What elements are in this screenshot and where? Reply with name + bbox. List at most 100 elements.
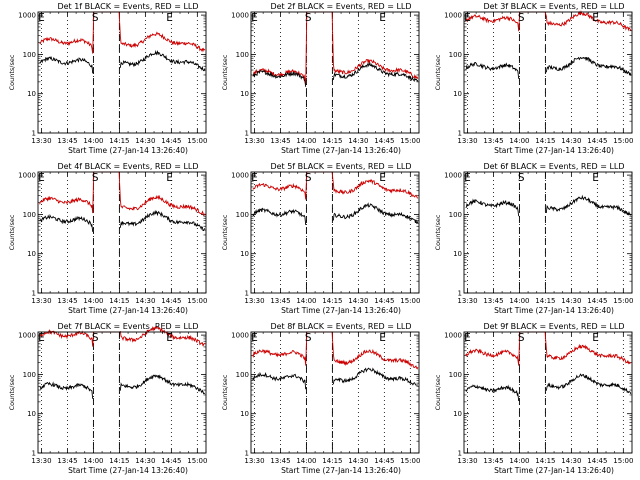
y-axis-label: Counts/sec (221, 54, 229, 90)
y-tick-label: 1 (458, 130, 462, 138)
x-tick-label: 14:30 (348, 137, 368, 145)
panel-det-4f: Det 4f BLACK = Events, RED = LLD 1 10 100 10… (8, 162, 207, 315)
x-tick-label: 14:00 (83, 457, 103, 465)
x-axis-label: Start Time (27-Jan-14 13:26:40) (68, 466, 188, 475)
y-tick-label: 1000 (231, 332, 249, 340)
y-tick-label: 1000 (231, 12, 249, 20)
panel-title: Det 4f BLACK = Events, RED = LLD (57, 162, 198, 171)
events-series-line (465, 56, 632, 79)
panel-det-5f: Det 5f BLACK = Events, RED = LLD 1 10 100 10… (221, 162, 420, 315)
end-marker: E (379, 332, 386, 344)
y-axis-label: Counts/sec (8, 54, 16, 90)
panel-title: Det 5f BLACK = Events, RED = LLD (270, 162, 411, 171)
x-tick-label: 13:45 (483, 457, 503, 465)
y-tick-label: 100 (236, 211, 249, 219)
x-axis-label: Start Time (27-Jan-14 13:26:40) (494, 306, 614, 315)
y-tick-label: 10 (27, 410, 36, 418)
end-marker: E (251, 172, 258, 184)
x-tick-label: 14:30 (135, 297, 155, 305)
x-axis-label: Start Time (27-Jan-14 13:26:40) (281, 146, 401, 155)
events-series-line (39, 374, 206, 399)
y-axis-label: Counts/sec (434, 214, 442, 250)
y-tick-label: 100 (23, 51, 36, 59)
y-tick-label: 100 (23, 371, 36, 379)
x-tick-label: 13:30 (31, 137, 51, 145)
x-tick-label: 14:00 (83, 137, 103, 145)
end-marker: E (166, 332, 173, 344)
x-tick-label: 14:00 (296, 137, 316, 145)
panel-title: Det 6f BLACK = Events, RED = LLD (483, 162, 624, 171)
x-tick-label: 14:30 (348, 297, 368, 305)
x-tick-label: 14:00 (509, 457, 529, 465)
x-tick-label: 15:00 (400, 137, 420, 145)
x-tick-label: 13:30 (457, 137, 477, 145)
panel-title: Det 2f BLACK = Events, RED = LLD (270, 2, 411, 11)
y-tick-label: 100 (449, 371, 462, 379)
lld-series-line (252, 11, 419, 85)
x-tick-label: 13:45 (57, 457, 77, 465)
x-tick-label: 15:00 (613, 297, 633, 305)
end-marker: E (38, 332, 45, 344)
x-tick-label: 15:00 (400, 297, 420, 305)
events-series-line (252, 202, 419, 225)
y-tick-label: 100 (23, 211, 36, 219)
x-tick-label: 14:45 (161, 457, 181, 465)
y-tick-label: 1000 (231, 172, 249, 180)
events-series-line (465, 373, 632, 402)
lld-series-line (465, 331, 632, 366)
plot-frame (250, 171, 420, 294)
events-series-line (39, 209, 206, 232)
x-tick-label: 15:00 (613, 137, 633, 145)
end-marker: E (166, 12, 173, 24)
x-tick-label: 15:00 (187, 297, 207, 305)
y-tick-label: 1 (32, 130, 36, 138)
start-marker: S (518, 172, 525, 184)
end-marker: E (379, 12, 386, 24)
x-tick-label: 14:45 (374, 297, 394, 305)
x-tick-label: 13:45 (270, 137, 290, 145)
plot-frame (463, 171, 633, 294)
y-axis-label: Counts/sec (8, 214, 16, 250)
x-tick-label: 14:00 (83, 297, 103, 305)
x-tick-label: 13:45 (270, 297, 290, 305)
x-tick-label: 13:30 (244, 137, 264, 145)
start-marker: S (305, 172, 312, 184)
plot-frame (37, 331, 207, 454)
y-axis-label: Counts/sec (8, 374, 16, 410)
x-tick-label: 14:30 (561, 137, 581, 145)
x-tick-label: 14:00 (509, 297, 529, 305)
x-tick-label: 14:45 (161, 137, 181, 145)
x-tick-label: 14:30 (348, 457, 368, 465)
panel-title: Det 7f BLACK = Events, RED = LLD (57, 322, 198, 331)
y-tick-label: 100 (236, 371, 249, 379)
end-marker: E (38, 172, 45, 184)
y-tick-label: 10 (453, 250, 462, 258)
y-tick-label: 100 (236, 51, 249, 59)
panel-title: Det 3f BLACK = Events, RED = LLD (483, 2, 624, 11)
end-marker: E (379, 172, 386, 184)
x-tick-label: 13:45 (483, 137, 503, 145)
x-tick-label: 15:00 (187, 457, 207, 465)
x-tick-label: 13:30 (457, 457, 477, 465)
x-tick-label: 14:15 (109, 297, 129, 305)
start-marker: S (305, 12, 312, 24)
end-marker: E (592, 172, 599, 184)
end-marker: E (464, 12, 471, 24)
y-axis-label: Counts/sec (434, 54, 442, 90)
x-axis-label: Start Time (27-Jan-14 13:26:40) (494, 146, 614, 155)
y-tick-label: 1 (32, 450, 36, 458)
y-tick-label: 1 (32, 290, 36, 298)
events-series-line (465, 194, 632, 217)
panel-det-6f: Det 6f BLACK = Events, RED = LLD 1 10 100 10… (434, 162, 633, 315)
lld-series-line (39, 325, 206, 347)
end-marker: E (592, 332, 599, 344)
x-tick-label: 14:45 (587, 297, 607, 305)
x-tick-label: 14:00 (296, 297, 316, 305)
y-tick-label: 10 (27, 250, 36, 258)
events-series-line (252, 367, 418, 390)
x-tick-label: 14:15 (322, 457, 342, 465)
x-tick-label: 13:45 (57, 137, 77, 145)
x-tick-label: 13:30 (31, 297, 51, 305)
x-tick-label: 14:00 (296, 457, 316, 465)
